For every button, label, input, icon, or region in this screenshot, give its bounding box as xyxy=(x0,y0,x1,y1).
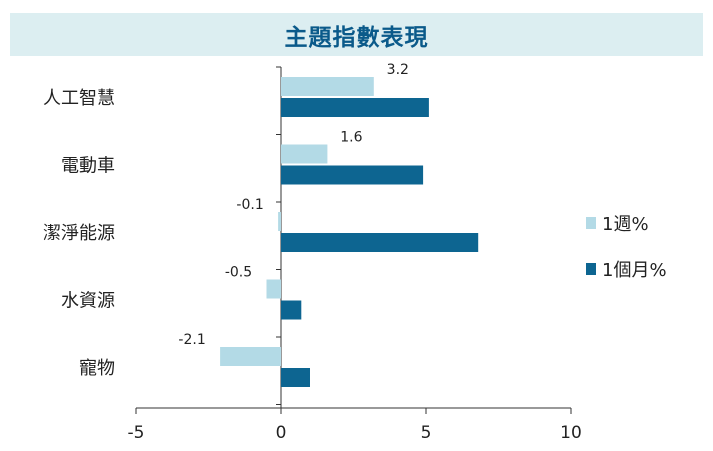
legend-swatch-month xyxy=(586,263,596,275)
bar-month xyxy=(281,368,310,387)
x-tick-label: 0 xyxy=(276,423,287,443)
bar-week xyxy=(220,347,281,366)
legend-label-week: 1週% xyxy=(602,214,649,235)
legend-item-week: 1週% xyxy=(586,200,667,246)
category-label: 人工智慧 xyxy=(43,88,115,109)
chart-title: 主題指數表現 xyxy=(284,24,429,51)
data-label: -0.1 xyxy=(236,197,263,213)
x-tick-label: -5 xyxy=(128,423,145,443)
legend-swatch-week xyxy=(586,217,596,229)
data-label: -2.1 xyxy=(178,332,205,348)
bar-week xyxy=(278,212,281,231)
bar-week xyxy=(281,77,374,96)
bar-month xyxy=(281,98,429,117)
bar-month xyxy=(281,165,424,185)
chart-title-bar: 主題指數表現 xyxy=(10,13,703,56)
x-tick-label: 5 xyxy=(421,423,432,443)
data-label: 1.6 xyxy=(340,130,362,146)
legend: 1週% 1個月% xyxy=(586,200,667,292)
bar-week xyxy=(281,144,328,164)
category-label: 寵物 xyxy=(79,358,115,379)
legend-item-month: 1個月% xyxy=(586,246,667,292)
legend-label-month: 1個月% xyxy=(602,260,667,281)
category-label: 水資源 xyxy=(61,291,115,312)
bar-month xyxy=(281,233,479,252)
x-tick-label: 10 xyxy=(560,423,582,443)
data-label: -0.5 xyxy=(225,265,252,281)
bar-month xyxy=(281,300,302,320)
data-label: 3.2 xyxy=(387,62,409,78)
category-label: 電動車 xyxy=(61,156,115,177)
category-label: 潔淨能源 xyxy=(43,223,115,244)
bar-week xyxy=(266,279,281,299)
